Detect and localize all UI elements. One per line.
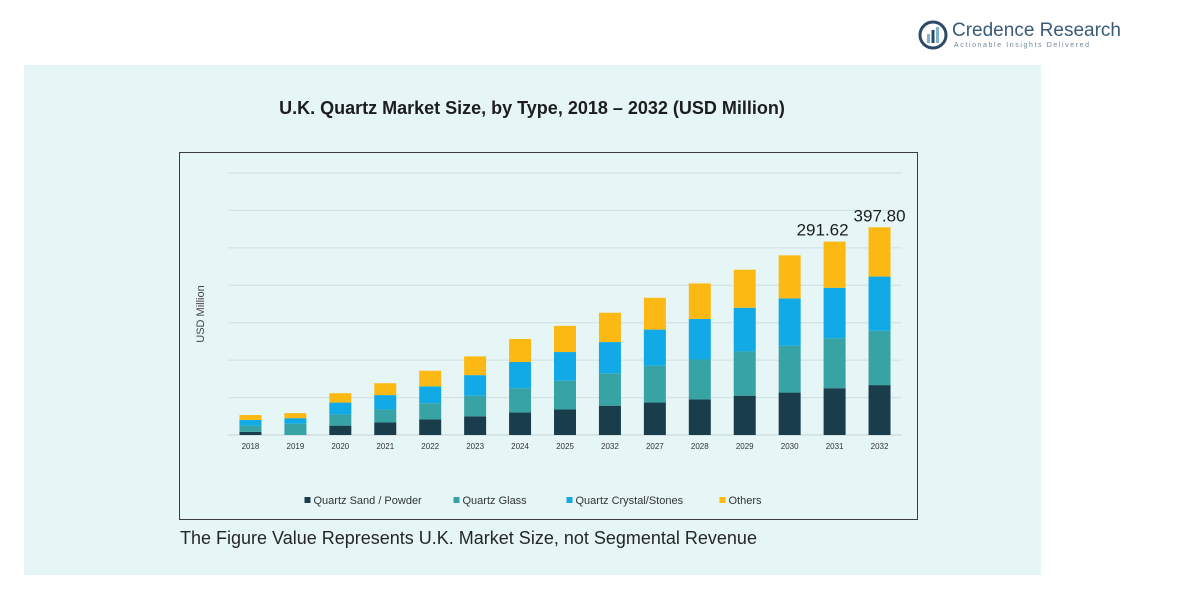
bar-segment <box>688 283 711 319</box>
bar-segment <box>778 255 801 299</box>
bar-segment <box>419 403 442 420</box>
bar-segment <box>643 329 666 366</box>
bar-segment <box>374 395 397 410</box>
bar-segment <box>823 338 846 389</box>
bar-segment <box>598 312 621 343</box>
bar-segment <box>643 297 666 330</box>
bar-segment <box>778 392 801 435</box>
x-tick-label: 2022 <box>421 442 439 451</box>
bar-segment <box>419 370 442 387</box>
bar-segment <box>823 241 846 288</box>
x-tick-label: 2031 <box>826 442 844 451</box>
x-tick-label: 2029 <box>736 442 754 451</box>
bar-segment <box>329 402 352 415</box>
bar-segment <box>329 425 352 435</box>
x-tick-label: 2028 <box>691 442 709 451</box>
bar-segment <box>868 330 891 386</box>
bar-segment <box>284 423 307 435</box>
bar-segment <box>733 395 756 435</box>
brand: Credence Research Actionable Insights De… <box>918 18 1121 52</box>
bar-segment <box>509 388 532 413</box>
bar-segment <box>464 395 487 417</box>
bar-segment <box>554 352 576 381</box>
bar-segment <box>284 418 307 424</box>
x-tick-label: 2019 <box>287 442 305 451</box>
bar-segment <box>329 393 352 403</box>
bar-segment <box>733 269 756 308</box>
bar-segment <box>688 318 711 360</box>
bar-segment <box>239 431 262 435</box>
bar-segment <box>284 413 307 419</box>
x-tick-label: 2018 <box>242 442 260 451</box>
bar-segment <box>733 307 756 352</box>
brand-tagline: Actionable Insights Delivered <box>954 42 1091 49</box>
chart-svg: USD Million 2018 2019 2020 2021 2022 2023 2024 2… <box>195 172 906 507</box>
bar-segment <box>643 402 666 435</box>
bar-segment <box>509 362 532 389</box>
bar-segment <box>239 425 262 432</box>
legend-swatch <box>719 497 726 503</box>
legend-swatch <box>304 497 311 503</box>
bar-segment <box>464 356 487 376</box>
bar-segment <box>239 415 262 421</box>
x-tick-label: 2021 <box>376 442 394 451</box>
bar-segment <box>733 351 756 396</box>
bar-segment <box>374 422 397 435</box>
x-tick-label: 2025 <box>556 442 574 451</box>
bar-segment <box>554 409 576 435</box>
bar-segment <box>868 276 891 331</box>
y-axis-label: USD Million <box>195 285 207 342</box>
bar-segment <box>823 388 846 435</box>
bar-segment <box>374 409 397 423</box>
bar-segment <box>239 420 262 426</box>
bar-segment <box>464 375 487 396</box>
x-tick-label: 2032 <box>871 442 889 451</box>
legend-swatch <box>453 497 460 503</box>
bar-segment <box>329 414 352 426</box>
bar-segment <box>419 386 442 404</box>
bar-segment <box>868 227 891 277</box>
brand-name: Credence Research <box>952 20 1121 41</box>
bar-segment <box>823 287 846 339</box>
bar-segment <box>374 383 397 396</box>
plot-frame: USD Million 2018 2019 2020 2021 2022 2023 2024 2… <box>179 152 918 520</box>
legend-label: Quartz Sand / Powder <box>314 495 423 507</box>
x-tick-label: 2023 <box>466 442 484 451</box>
bar-segment <box>598 405 621 435</box>
bar-segment <box>778 345 801 393</box>
footnote: The Figure Value Represents U.K. Market … <box>180 528 757 548</box>
bar-segment <box>688 359 711 400</box>
x-tick-label: 2030 <box>781 442 799 451</box>
legend-swatch <box>566 497 573 503</box>
bar-segment <box>554 380 576 410</box>
x-tick-label: 2020 <box>331 442 349 451</box>
bar-segment <box>868 385 891 435</box>
bar-segment <box>643 365 666 403</box>
bar-segment <box>464 416 487 435</box>
credence-logo-icon <box>918 20 948 50</box>
bar-segment <box>419 419 442 435</box>
bar-segment <box>778 298 801 346</box>
x-tick-label: 2027 <box>646 442 664 451</box>
bar-segment <box>554 325 576 353</box>
chart-title: U.K. Quartz Market Size, by Type, 2018 –… <box>279 98 785 118</box>
bar-segment <box>509 412 532 435</box>
legend-label: Quartz Glass <box>463 495 528 507</box>
legend-label: Quartz Crystal/Stones <box>576 495 684 507</box>
data-label: 397.80 <box>854 206 906 225</box>
legend-label: Others <box>729 495 763 507</box>
bar-segment <box>598 373 621 406</box>
x-tick-label: 2032 <box>601 442 619 451</box>
bar-segment <box>688 399 711 435</box>
data-label: 291.62 <box>797 221 849 240</box>
x-tick-label: 2024 <box>511 442 529 451</box>
bar-segment <box>598 342 621 374</box>
bar-segment <box>509 338 532 363</box>
